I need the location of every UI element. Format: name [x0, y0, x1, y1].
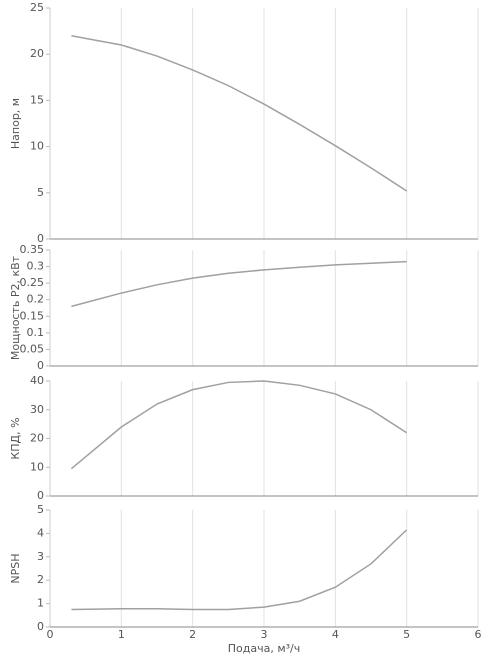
x-tick-label: 2	[189, 628, 196, 641]
y-tick-label: 0.25	[20, 276, 45, 289]
y-tick-label: 30	[30, 403, 44, 416]
y-tick-label: 4	[37, 526, 44, 539]
y-tick-label: 0	[37, 232, 44, 245]
y-tick-label: 15	[30, 93, 44, 106]
y-tick-label: 25	[30, 1, 44, 14]
y-tick-label: 20	[30, 432, 44, 445]
x-tick-label: 1	[118, 628, 125, 641]
x-axis-label: Подача, м³/ч	[228, 642, 301, 655]
curve	[71, 529, 408, 611]
y-tick-label: 0.1	[27, 326, 45, 339]
y-tick-label: 0.3	[27, 260, 45, 273]
curve	[71, 34, 408, 192]
y-axis-label: NPSH	[9, 553, 22, 583]
y-tick-label: 10	[30, 460, 44, 473]
y-axis-label: КПД, %	[9, 417, 22, 459]
y-tick-label: 0.35	[20, 243, 45, 256]
y-tick-label: 20	[30, 47, 44, 60]
y-tick-label: 1	[37, 597, 44, 610]
y-tick-label: 5	[37, 186, 44, 199]
curve	[70, 380, 408, 470]
y-tick-label: 3	[37, 550, 44, 563]
x-tick-label: 3	[261, 628, 268, 641]
x-tick-label: 6	[475, 628, 482, 641]
y-tick-label: 0.2	[27, 293, 45, 306]
x-tick-label: 4	[332, 628, 339, 641]
y-tick-label: 2	[37, 573, 44, 586]
y-tick-label: 40	[30, 374, 44, 387]
y-tick-label: 0	[37, 359, 44, 372]
y-axis-label: Напор, м	[9, 98, 22, 149]
y-tick-label: 10	[30, 140, 44, 153]
y-tick-label: 5	[37, 503, 44, 516]
y-tick-label: 0	[37, 489, 44, 502]
y-tick-label: 0.15	[20, 309, 45, 322]
x-tick-label: 5	[403, 628, 410, 641]
y-tick-label: 0.05	[20, 342, 45, 355]
y-axis-label: Мощность P2, кВт	[9, 255, 22, 360]
y-tick-label: 0	[37, 620, 44, 633]
curve	[71, 260, 407, 308]
x-tick-label: 0	[47, 628, 54, 641]
